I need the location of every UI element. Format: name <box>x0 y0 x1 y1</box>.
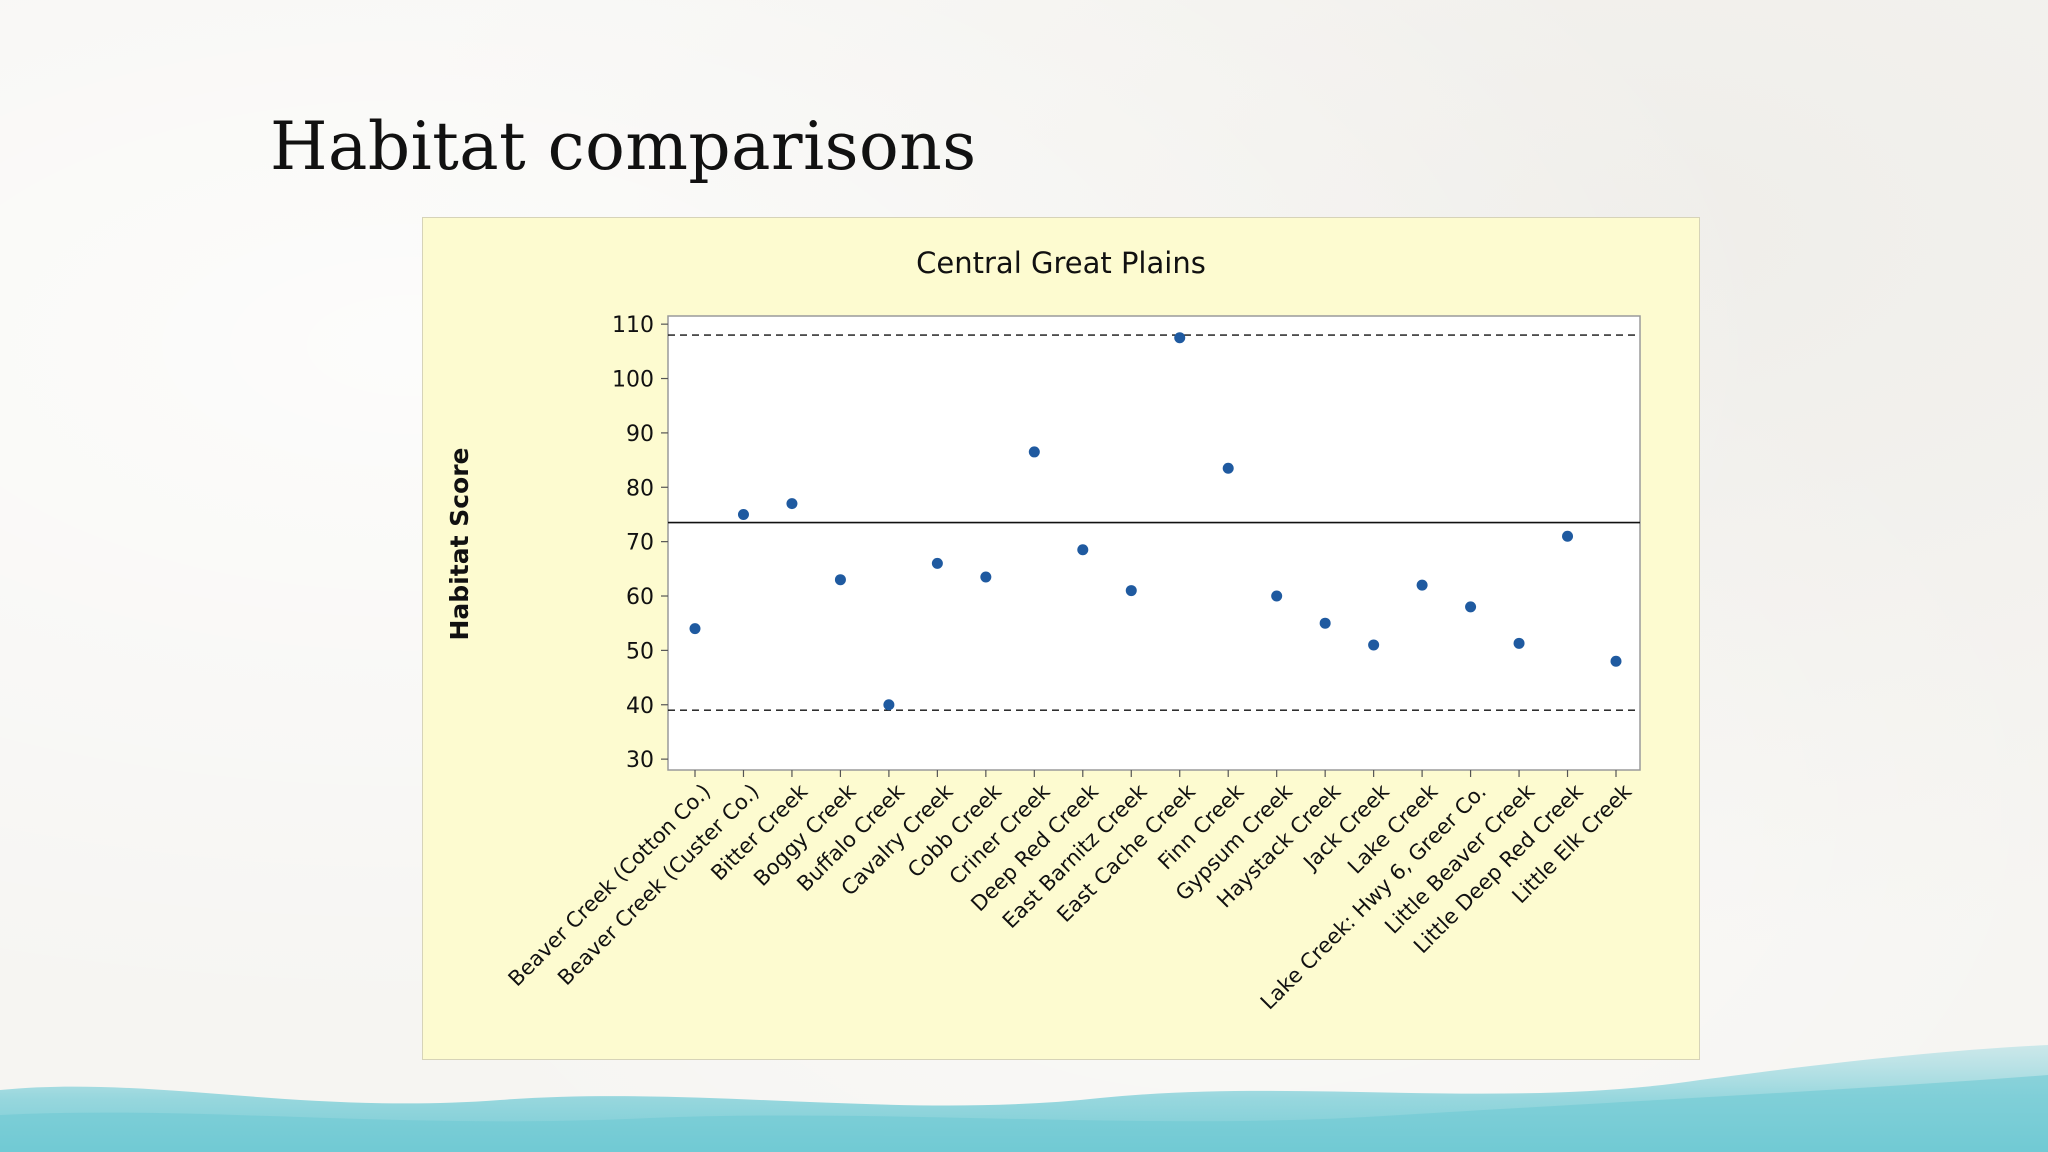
data-point <box>1610 655 1622 667</box>
y-tick-label: 70 <box>626 531 654 556</box>
y-tick-label: 80 <box>626 476 654 501</box>
slide-title: Habitat comparisons <box>270 108 977 185</box>
data-point <box>1174 332 1186 344</box>
y-tick-label: 50 <box>626 639 654 664</box>
y-tick-label: 30 <box>626 748 654 773</box>
data-point <box>1562 530 1574 542</box>
data-points <box>689 332 1622 711</box>
chart-title: Central Great Plains <box>916 246 1206 280</box>
data-point <box>1271 590 1283 602</box>
data-point <box>1513 637 1525 649</box>
data-point <box>1125 585 1137 597</box>
x-tick-label: Beaver Creek (Custer Co.) <box>553 779 764 990</box>
data-point <box>1222 462 1234 474</box>
data-point <box>980 571 992 583</box>
scatter-chart: Central Great Plains Habitat Score 30 40 5… <box>445 246 1641 1014</box>
data-point <box>1368 639 1380 651</box>
data-point <box>737 508 749 520</box>
plot-area <box>667 315 1641 771</box>
y-axis-label: Habitat Score <box>445 447 474 640</box>
y-tick-label: 90 <box>626 422 654 447</box>
y-tick-label: 40 <box>626 694 654 719</box>
data-point <box>1416 579 1428 591</box>
data-point <box>689 623 701 635</box>
chart-panel: Central Great Plains Habitat Score 30 40 5… <box>422 217 1700 1060</box>
y-tick-label: 100 <box>612 368 654 393</box>
y-axis: 30 40 50 60 70 80 90 100 110 <box>612 313 668 773</box>
data-point <box>1319 617 1331 629</box>
y-tick-label: 60 <box>626 585 654 610</box>
y-tick-label: 110 <box>612 313 654 338</box>
data-point <box>1465 601 1477 613</box>
data-point <box>834 574 846 586</box>
x-tick-label: Beaver Creek (Cotton Co.) <box>504 779 716 991</box>
watercolor-wash-decoration <box>0 1045 2048 1152</box>
data-point <box>931 557 943 569</box>
data-point <box>883 699 895 711</box>
reference-lines <box>668 334 1640 711</box>
data-point <box>1028 446 1040 458</box>
data-point <box>1077 544 1089 556</box>
data-point <box>786 498 798 510</box>
x-axis: Beaver Creek (Cotton Co.)Beaver Creek (C… <box>504 770 1637 1014</box>
